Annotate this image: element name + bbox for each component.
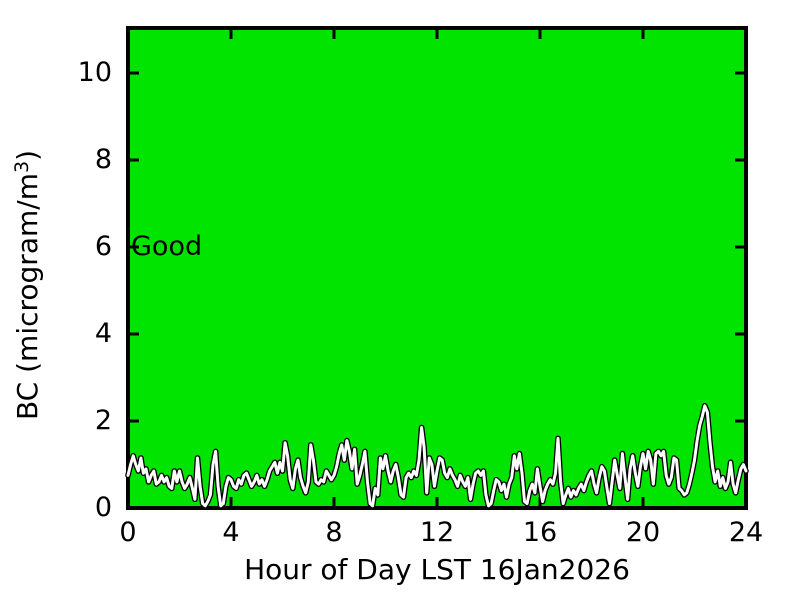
xtick-4: 4	[222, 517, 240, 548]
ytick-2: 2	[94, 405, 112, 436]
y-axis-title-superscript: 3	[11, 160, 34, 174]
ytick-10: 10	[77, 57, 112, 88]
bc-line	[126, 404, 748, 508]
axis-ticks	[130, 30, 744, 506]
ytick-0: 0	[94, 492, 112, 523]
ytick-8: 8	[94, 144, 112, 175]
aqi-good-band	[128, 28, 746, 508]
x-axis-title: Hour of Day LST 16Jan2026	[244, 553, 630, 586]
ytick-6: 6	[94, 231, 112, 262]
xtick-12: 12	[419, 517, 455, 548]
y-axis-title-text: BC (microgram/m	[11, 173, 44, 421]
y-axis-title-close: )	[11, 149, 44, 161]
xtick-16: 16	[522, 517, 558, 548]
xtick-0: 0	[119, 517, 137, 548]
xtick-24: 24	[728, 517, 764, 548]
ytick-4: 4	[94, 318, 112, 349]
y-axis-title: BC (microgram/m3)	[10, 45, 46, 525]
plot-frame	[126, 26, 748, 510]
xtick-8: 8	[325, 517, 343, 548]
xtick-20: 20	[625, 517, 661, 548]
aqi-good-label: Good	[131, 231, 203, 262]
